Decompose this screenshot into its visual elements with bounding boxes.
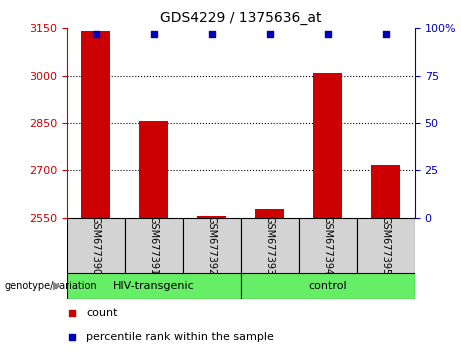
- Text: GSM677390: GSM677390: [91, 216, 101, 275]
- Point: [266, 31, 273, 37]
- Text: genotype/variation: genotype/variation: [5, 281, 97, 291]
- Bar: [241, 218, 299, 273]
- Bar: [255, 209, 284, 218]
- Text: HIV-transgenic: HIV-transgenic: [113, 281, 195, 291]
- Point: [68, 334, 76, 339]
- Text: GSM677392: GSM677392: [207, 216, 217, 275]
- Bar: [313, 73, 343, 218]
- Bar: [372, 165, 401, 218]
- Point: [382, 31, 390, 37]
- Text: count: count: [86, 308, 118, 318]
- Text: GSM677391: GSM677391: [149, 216, 159, 275]
- Point: [68, 310, 76, 316]
- Bar: [197, 216, 226, 218]
- Bar: [241, 273, 415, 299]
- Point: [208, 31, 216, 37]
- Bar: [183, 218, 241, 273]
- Text: ▶: ▶: [53, 281, 62, 291]
- Text: GSM677394: GSM677394: [323, 216, 333, 275]
- Bar: [139, 121, 168, 218]
- Text: percentile rank within the sample: percentile rank within the sample: [86, 332, 274, 342]
- Bar: [81, 32, 110, 218]
- Text: GSM677395: GSM677395: [381, 216, 391, 275]
- Point: [150, 31, 158, 37]
- Point: [324, 31, 331, 37]
- Bar: [67, 218, 125, 273]
- Bar: [67, 273, 241, 299]
- Bar: [299, 218, 357, 273]
- Title: GDS4229 / 1375636_at: GDS4229 / 1375636_at: [160, 11, 322, 24]
- Text: GSM677393: GSM677393: [265, 216, 275, 275]
- Bar: [357, 218, 415, 273]
- Text: control: control: [308, 281, 347, 291]
- Point: [92, 31, 100, 37]
- Bar: [125, 218, 183, 273]
